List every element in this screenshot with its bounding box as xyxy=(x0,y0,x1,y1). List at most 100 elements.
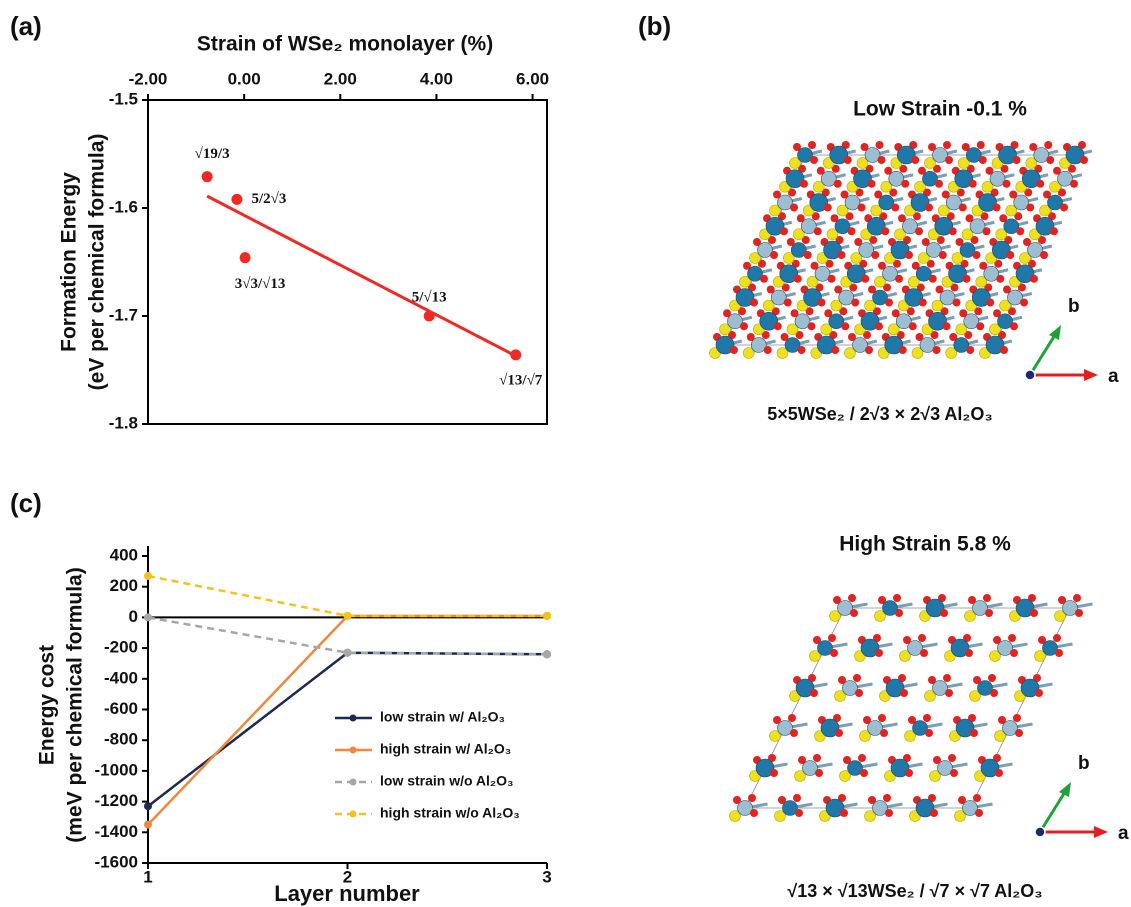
atom-o xyxy=(945,156,953,164)
atom-o xyxy=(790,204,798,212)
y-axis-title: (eV per chemical formula) xyxy=(86,134,109,391)
atom-o xyxy=(840,809,848,817)
atom-o xyxy=(976,322,984,330)
structures: abab xyxy=(710,141,1130,844)
atom-o xyxy=(808,322,816,330)
structure-caption: 5×5WSe₂ / 2√3 × 2√3 Al₂O₃ xyxy=(767,404,993,424)
atom-o xyxy=(835,729,843,737)
atom-o xyxy=(911,156,919,164)
atom-o xyxy=(986,299,994,307)
point-label: 3√3/√13 xyxy=(235,276,286,292)
atom-o xyxy=(1000,346,1008,354)
y-tick-label: 0 xyxy=(129,607,138,626)
atom-o xyxy=(1010,649,1018,657)
atom-o xyxy=(804,251,812,259)
atom-o xyxy=(878,714,886,722)
data-point xyxy=(344,612,352,620)
atom-o xyxy=(935,180,943,188)
atom-o xyxy=(830,649,838,657)
atom-o xyxy=(1010,322,1018,330)
y-tick-label: -1400 xyxy=(95,822,138,841)
atom-o xyxy=(824,204,832,212)
y-tick-label: -1.5 xyxy=(109,89,138,108)
atom-o xyxy=(810,689,818,697)
atom-o xyxy=(943,674,951,682)
atom-o xyxy=(880,729,888,737)
arrow-head xyxy=(1084,369,1098,381)
atom-o xyxy=(834,180,842,188)
atom-o xyxy=(808,141,816,149)
point-label: √13/√7 xyxy=(499,372,543,388)
axis-label: a xyxy=(1108,366,1119,387)
atom-o xyxy=(798,346,806,354)
axis-arrow-b xyxy=(1040,792,1065,832)
atom-o xyxy=(848,227,856,235)
atom-o xyxy=(828,275,836,283)
atom-o xyxy=(1053,634,1061,642)
panel-label: (a) xyxy=(10,11,42,41)
atom-o xyxy=(1013,714,1021,722)
atom-o xyxy=(895,609,903,617)
atom-o xyxy=(1040,251,1048,259)
atom-o xyxy=(985,609,993,617)
series-line xyxy=(148,576,547,616)
atom-o xyxy=(848,594,856,602)
atom-o xyxy=(995,769,1003,777)
atom-o xyxy=(945,689,953,697)
atom-o xyxy=(875,649,883,657)
atom-o xyxy=(915,227,923,235)
atom-o xyxy=(996,275,1004,283)
atom-o xyxy=(878,156,886,164)
x-tick-label: 1 xyxy=(143,867,152,886)
point-label: 5/√13 xyxy=(412,289,447,305)
atom-o xyxy=(1055,649,1063,657)
data-point xyxy=(543,612,551,620)
atom-o xyxy=(1050,227,1058,235)
atom-o xyxy=(861,275,869,283)
atom-o xyxy=(990,689,998,697)
data-point xyxy=(510,349,521,360)
atom-o xyxy=(790,729,798,737)
atom-o xyxy=(893,594,901,602)
y-axis-title: Formation Energy xyxy=(58,172,81,352)
atom-o xyxy=(1016,227,1024,235)
axis-origin xyxy=(1035,827,1045,837)
atom-o xyxy=(850,609,858,617)
atom-o xyxy=(1013,156,1021,164)
y-tick-label: -1000 xyxy=(95,760,138,779)
atom-o xyxy=(815,769,823,777)
atom-o xyxy=(780,227,788,235)
data-point xyxy=(144,613,152,621)
atom-o xyxy=(748,794,756,802)
atom-o xyxy=(841,322,849,330)
y-tick-label: -1600 xyxy=(95,852,138,871)
atom-o xyxy=(851,299,859,307)
legend-label: high strain w/ Al₂O₃ xyxy=(380,741,511,757)
atom-o xyxy=(750,299,758,307)
y-tick-label: -600 xyxy=(104,699,138,718)
atom-o xyxy=(800,180,808,188)
point-label: 5/2√3 xyxy=(251,191,286,207)
atom-o xyxy=(795,809,803,817)
atom-o xyxy=(900,689,908,697)
atom-o xyxy=(973,251,981,259)
y-tick-label: -200 xyxy=(104,638,138,657)
atom-o xyxy=(930,809,938,817)
atom-o xyxy=(1046,156,1054,164)
axis-arrow-b xyxy=(1030,335,1055,375)
atom-o xyxy=(920,649,928,657)
x-tick-label: -2.00 xyxy=(129,69,168,88)
data-point xyxy=(543,650,551,658)
atom-o xyxy=(988,674,996,682)
atom-o xyxy=(909,322,917,330)
atom-o xyxy=(881,227,889,235)
atom-o xyxy=(788,714,796,722)
x-tick-label: 4.00 xyxy=(420,69,453,88)
atom-o xyxy=(1036,180,1044,188)
structure-caption: √13 × √13WSe₂ / √7 × √7 Al₂O₃ xyxy=(787,881,1042,901)
atom-o xyxy=(793,794,801,802)
atom-o xyxy=(844,156,852,164)
atom-o xyxy=(977,141,985,149)
atom-o xyxy=(794,275,802,283)
atom-o xyxy=(963,275,971,283)
